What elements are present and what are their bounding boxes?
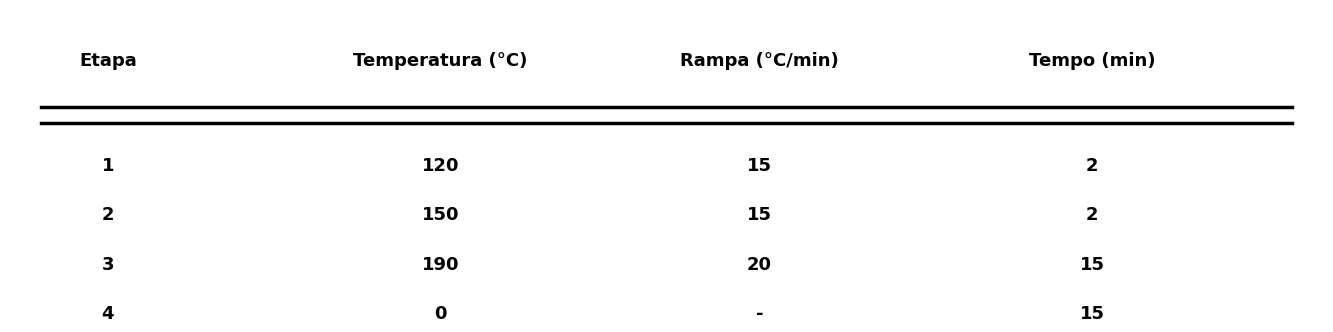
Text: 15: 15 [746,207,772,224]
Text: Rampa (°C/min): Rampa (°C/min) [680,52,838,70]
Text: 120: 120 [421,157,459,175]
Text: 2: 2 [1086,157,1098,175]
Text: 150: 150 [421,207,459,224]
Text: 3: 3 [101,256,115,274]
Text: 15: 15 [1080,305,1105,323]
Text: 190: 190 [421,256,459,274]
Text: 2: 2 [1086,207,1098,224]
Text: 20: 20 [746,256,772,274]
Text: 4: 4 [101,305,115,323]
Text: Etapa: Etapa [79,52,137,70]
Text: Tempo (min): Tempo (min) [1029,52,1156,70]
Text: Temperatura (°C): Temperatura (°C) [353,52,528,70]
Text: 15: 15 [1080,256,1105,274]
Text: -: - [756,305,764,323]
Text: 2: 2 [101,207,115,224]
Text: 1: 1 [101,157,115,175]
Text: 15: 15 [746,157,772,175]
Text: 0: 0 [435,305,447,323]
